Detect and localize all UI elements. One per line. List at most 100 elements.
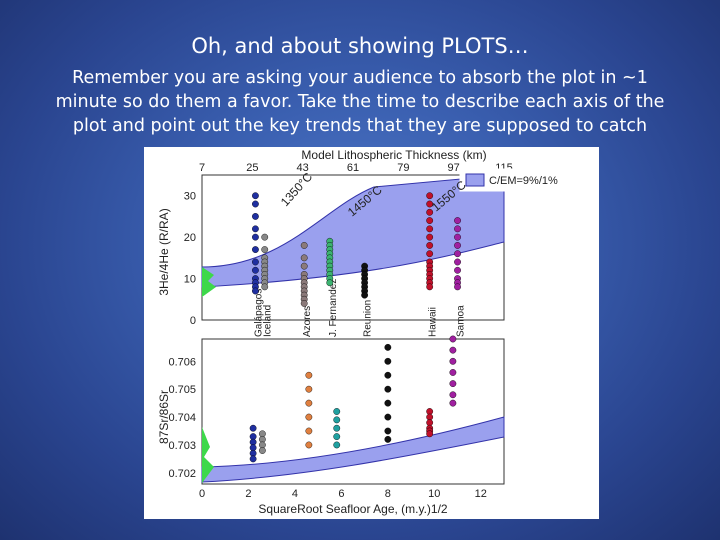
upper-density-green bbox=[202, 267, 216, 297]
helium-data-point bbox=[252, 246, 259, 253]
helium-data-point bbox=[426, 233, 434, 241]
strontium-data-point bbox=[384, 413, 392, 421]
helium-data-point bbox=[300, 254, 308, 262]
strontium-data-point bbox=[305, 427, 313, 435]
slide-body-text: Remember you are asking your audience to… bbox=[55, 68, 665, 136]
lower-y-tick-label: 0.705 bbox=[168, 384, 196, 396]
bottom-x-tick-label: 8 bbox=[385, 488, 391, 500]
bottom-x-tick-label: 10 bbox=[428, 488, 440, 500]
strontium-model-band bbox=[201, 416, 505, 483]
helium-data-point bbox=[252, 213, 259, 220]
bottom-x-tick-label: 2 bbox=[245, 488, 251, 500]
island-label: Reunion bbox=[363, 300, 374, 337]
helium-data-point bbox=[454, 217, 461, 224]
strontium-data-point bbox=[305, 441, 313, 449]
top-tick-label: 25 bbox=[246, 162, 258, 174]
bottom-x-axis-label: SquareRoot Seafloor Age, (m.y.)1/2 bbox=[258, 502, 448, 516]
plot-figure: Model Lithospheric Thickness (km) 7 25 43 6… bbox=[144, 147, 599, 519]
bottom-x-tick-label: 0 bbox=[199, 488, 205, 500]
strontium-data-point bbox=[449, 399, 457, 407]
slide-title: Oh, and about showing PLOTS… bbox=[191, 34, 529, 58]
helium-data-point bbox=[361, 291, 369, 299]
strontium-data-point bbox=[384, 371, 392, 379]
lower-y-tick-label: 0.704 bbox=[168, 412, 196, 424]
lower-y-tick-label: 0.706 bbox=[168, 356, 196, 368]
helium-data-point bbox=[300, 300, 308, 307]
island-label: Galápagos bbox=[253, 289, 264, 337]
lower-y-tick-label: 0.702 bbox=[168, 468, 196, 480]
bottom-x-tick-label: 12 bbox=[475, 488, 487, 500]
strontium-data-point bbox=[333, 408, 341, 415]
helium-data-point bbox=[426, 242, 434, 249]
helium-data-point bbox=[261, 246, 269, 253]
strontium-data-point bbox=[333, 441, 341, 449]
plot-svg: Model Lithospheric Thickness (km) 7 25 43 6… bbox=[157, 148, 597, 516]
strontium-data-point bbox=[333, 424, 341, 432]
bottom-x-tick-label: 4 bbox=[292, 488, 298, 500]
strontium-data-point bbox=[249, 455, 257, 463]
top-tick-label: 7 bbox=[199, 162, 205, 174]
helium-data-point bbox=[454, 283, 461, 291]
strontium-data-point bbox=[305, 371, 313, 379]
island-label: J. Fernandez bbox=[328, 279, 339, 337]
lower-y-tick-label: 0.703 bbox=[168, 440, 196, 452]
helium-data-point bbox=[454, 242, 461, 249]
helium-data-point bbox=[454, 233, 461, 241]
strontium-data-point bbox=[449, 380, 457, 388]
helium-data-point bbox=[300, 242, 308, 249]
helium-data-point bbox=[252, 233, 259, 241]
strontium-data-point bbox=[384, 427, 392, 435]
helium-data-point bbox=[252, 192, 259, 200]
helium-data-point bbox=[252, 200, 259, 208]
helium-data-point bbox=[426, 225, 434, 233]
upper-y-tick-label: 0 bbox=[190, 315, 196, 327]
helium-data-point bbox=[252, 266, 259, 274]
helium-data-point bbox=[261, 283, 269, 291]
upper-panel-frame bbox=[201, 174, 505, 321]
legend-label: C/EM=9%/1% bbox=[489, 175, 558, 187]
strontium-data-point bbox=[384, 357, 392, 365]
top-tick-label: 79 bbox=[397, 162, 409, 174]
helium-data-point bbox=[326, 279, 334, 287]
helium-data-point bbox=[454, 258, 461, 266]
helium-data-point bbox=[426, 250, 434, 258]
strontium-data-point bbox=[333, 433, 341, 440]
helium-data-point bbox=[426, 217, 434, 224]
helium-data-point bbox=[300, 262, 308, 270]
strontium-data-point bbox=[249, 424, 257, 432]
upper-y-tick-label: 20 bbox=[184, 232, 196, 244]
strontium-data-point bbox=[384, 399, 392, 407]
helium-data-point bbox=[252, 258, 259, 266]
upper-y-tick-label: 30 bbox=[184, 191, 196, 203]
legend-swatch bbox=[465, 173, 485, 187]
strontium-data-point bbox=[305, 385, 313, 393]
top-tick-label: 61 bbox=[347, 162, 359, 174]
legend-box bbox=[459, 168, 597, 192]
strontium-data-point bbox=[384, 435, 392, 443]
lower-density-green bbox=[202, 427, 214, 483]
lower-panel-frame bbox=[201, 338, 505, 485]
island-label: Samoa bbox=[456, 305, 467, 337]
helium-data-point bbox=[454, 266, 461, 274]
upper-y-axis-label: 3He/4He (R/RA) bbox=[157, 208, 171, 295]
strontium-data-point bbox=[305, 413, 313, 421]
island-label: Azores bbox=[302, 306, 313, 337]
helium-data-point bbox=[426, 283, 434, 291]
strontium-data-point bbox=[449, 335, 457, 343]
top-tick-label: 43 bbox=[297, 162, 309, 174]
top-axis-label: Model Lithospheric Thickness (km) bbox=[301, 148, 486, 162]
upper-y-tick-label: 10 bbox=[184, 274, 196, 286]
helium-data-point bbox=[426, 208, 434, 216]
strontium-data-point bbox=[449, 357, 457, 365]
strontium-data-point bbox=[384, 385, 392, 393]
strontium-data-point bbox=[449, 391, 457, 399]
lower-y-axis-label: 87Sr/86Sr bbox=[157, 390, 171, 444]
strontium-data-point bbox=[449, 369, 457, 376]
helium-data-point bbox=[454, 225, 461, 233]
strontium-data-point bbox=[259, 447, 266, 454]
helium-data-point bbox=[426, 200, 434, 208]
strontium-data-point bbox=[449, 346, 457, 354]
strontium-data-point bbox=[384, 343, 392, 351]
helium-data-point bbox=[426, 192, 434, 200]
strontium-data-point bbox=[333, 416, 341, 424]
